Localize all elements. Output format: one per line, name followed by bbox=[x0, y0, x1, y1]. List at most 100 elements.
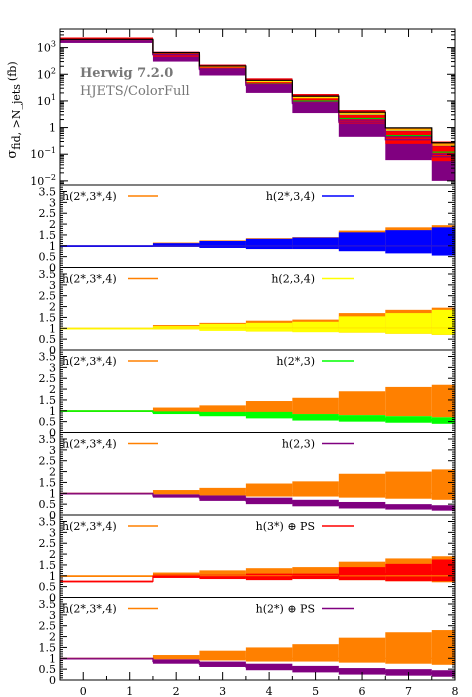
ratio-ref-band-bin bbox=[292, 397, 339, 415]
ratio-cmp-line bbox=[60, 492, 455, 509]
ratio-y-tick-label: 3 bbox=[49, 361, 56, 374]
main-plot: 103 102 101 1 10−1 10−2 Herwig 7.2.0 HJETS/Co… bbox=[5, 28, 456, 188]
main-band-bin bbox=[152, 51, 200, 62]
ratio-ref-band-bin bbox=[431, 384, 455, 418]
ratio-y-tick-label: 1.5 bbox=[39, 311, 57, 324]
ratio-legend-ref-label: h(2*,3*,4) bbox=[62, 520, 117, 533]
ratio-panel: 00.511.522.533.5 h(2*,3*,4) h(2*,3) bbox=[39, 349, 456, 440]
ratio-y-tick-label: 2 bbox=[49, 466, 56, 479]
ratio-y-tick-label: 0.5 bbox=[39, 498, 57, 511]
ratio-legend-cmp-label: h(2,3,4) bbox=[271, 273, 315, 286]
ratio-y-tick-label: 0.5 bbox=[39, 333, 57, 346]
ratio-cmp-band-bin bbox=[385, 230, 432, 254]
ratio-cmp-band-bin bbox=[338, 232, 386, 252]
x-tick-label: 5 bbox=[312, 685, 319, 697]
ratio-y-tick-label: 1 bbox=[49, 322, 56, 335]
x-tick-label: 2 bbox=[173, 685, 180, 697]
ratio-y-tick-label: 3.5 bbox=[39, 598, 57, 611]
ratio-y-tick-label: 1 bbox=[49, 240, 56, 253]
ratio-y-tick-label: 3.5 bbox=[39, 351, 57, 364]
ratio-cmp-band-bin bbox=[431, 309, 455, 335]
x-axis: 0 1 2 3 4 5 6 7 8 bbox=[59, 29, 459, 697]
ratio-panel: 00.511.522.533.5 h(2*,3*,4) h(2,3,4) bbox=[39, 267, 456, 357]
ratio-ref-band-bin bbox=[245, 483, 293, 497]
ratio-legend-cmp-label: h(2*) ⊕ PS bbox=[256, 603, 315, 616]
ratio-y-tick-label: 2 bbox=[49, 631, 56, 644]
ratio-y-tick-label: 2.5 bbox=[39, 537, 57, 550]
ratio-panel: 00.511.522.533.5 h(2*,3*,4) h(3*) ⊕ PS bbox=[39, 514, 456, 605]
main-y-axis-label: σfid, >N_jets (fb) bbox=[5, 61, 23, 158]
ratio-cmp-band-bin bbox=[292, 237, 339, 250]
ratio-y-tick-label: 0.5 bbox=[39, 581, 57, 594]
ratio-y-tick-label: 2 bbox=[49, 548, 56, 561]
ratio-y-tick-label: 0 bbox=[49, 592, 56, 605]
ratio-legend-ref-label: h(2*,3*,4) bbox=[62, 355, 117, 368]
ratio-ref-band-bin bbox=[292, 644, 339, 662]
ratio-ref-band-bin bbox=[60, 575, 153, 577]
ratio-ref-band-bin bbox=[385, 471, 432, 499]
main-frame bbox=[59, 28, 456, 186]
x-tick-label: 3 bbox=[219, 685, 226, 697]
ratio-y-tick-label: 2.5 bbox=[39, 455, 57, 468]
ratio-legend-cmp-label: h(2,3) bbox=[282, 438, 315, 451]
ratio-legend-cmp-label: h(2*,3) bbox=[276, 355, 315, 368]
ratio-y-tick-label: 1.5 bbox=[39, 476, 57, 489]
ratio-y-tick-label: 0 bbox=[49, 674, 56, 687]
x-tick-label: 1 bbox=[126, 685, 133, 697]
ratio-ref-band-bin bbox=[199, 405, 246, 413]
ratio-cmp-band-bin bbox=[431, 227, 455, 256]
ratio-panels: 00.511.522.533.5 h(2*,3*,4) h(2*,3,4)00.51… bbox=[39, 184, 456, 687]
ratio-y-tick-label: 1.5 bbox=[39, 641, 57, 654]
main-y-axis-label-subscript: fid, >N_jets bbox=[10, 84, 23, 150]
ratio-ref-band-bin bbox=[292, 567, 339, 580]
ratio-y-tick-label: 0.5 bbox=[39, 416, 57, 429]
ratio-cmp-band-bin bbox=[60, 581, 153, 583]
ratio-cmp-line bbox=[60, 410, 455, 422]
ratio-cmp-band-bin bbox=[245, 238, 293, 250]
ratio-cmp-band-bin bbox=[199, 241, 246, 248]
main-y-axis-label-unit: (fb) bbox=[6, 61, 19, 81]
ratio-y-tick-label: 1 bbox=[49, 570, 56, 583]
main-y-axis-label-symbol: σ bbox=[5, 150, 20, 159]
ratio-y-tick-label: 2.5 bbox=[39, 207, 57, 220]
ratio-y-tick-label: 0 bbox=[49, 344, 56, 357]
ratio-panel: 00.511.522.533.5 h(2*,3*,4) h(2,3) bbox=[39, 432, 456, 522]
ratio-cmp-band-bin bbox=[338, 316, 386, 333]
main-y-tick-label: 101 bbox=[37, 93, 56, 108]
ratio-y-tick-label: 3.5 bbox=[39, 186, 57, 199]
ratio-ref-band-bin bbox=[199, 650, 246, 661]
ratio-panel: 00.511.522.533.5 h(2*,3*,4) h(2*) ⊕ PS bbox=[39, 597, 456, 687]
ratio-ref-band-bin bbox=[431, 469, 455, 500]
x-tick-label: 0 bbox=[80, 685, 87, 697]
ratio-cmp-band-bin bbox=[385, 313, 432, 334]
ratio-y-tick-label: 2.5 bbox=[39, 620, 57, 633]
ratio-y-tick-label: 3.5 bbox=[39, 516, 57, 529]
ratio-y-tick-label: 2 bbox=[49, 383, 56, 396]
ratio-y-tick-label: 3 bbox=[49, 609, 56, 622]
main-data-layer bbox=[60, 37, 455, 181]
ratio-ref-band-bin bbox=[431, 630, 455, 665]
ratio-y-tick-label: 3 bbox=[49, 444, 56, 457]
x-tick-label: 7 bbox=[405, 685, 412, 697]
ratio-ref-band-bin bbox=[152, 490, 200, 495]
ratio-y-tick-label: 1 bbox=[49, 487, 56, 500]
x-tick-label: 8 bbox=[452, 685, 459, 697]
ratio-ref-band-bin bbox=[199, 487, 246, 496]
ratio-ref-band-bin bbox=[199, 570, 246, 578]
ratio-y-tick-label: 0 bbox=[49, 509, 56, 522]
main-y-tick-label: 1 bbox=[49, 122, 56, 135]
x-tick-label: 4 bbox=[266, 685, 273, 697]
main-y-tick-label: 10−1 bbox=[30, 146, 56, 161]
ratio-y-tick-label: 0.5 bbox=[39, 251, 57, 264]
ratio-ref-band-bin bbox=[245, 647, 293, 662]
ratio-y-tick-label: 0 bbox=[49, 427, 56, 440]
ratio-y-tick-label: 3.5 bbox=[39, 268, 57, 281]
ratio-y-tick-label: 3 bbox=[49, 279, 56, 292]
main-y-tick-label: 103 bbox=[37, 40, 56, 55]
ratio-ref-band-bin bbox=[385, 632, 432, 664]
ratio-ref-band-bin bbox=[292, 481, 339, 497]
ratio-cmp-band-bin bbox=[199, 323, 246, 331]
ratio-cmp-band-bin bbox=[385, 563, 432, 582]
ratio-y-tick-label: 1.5 bbox=[39, 229, 57, 242]
